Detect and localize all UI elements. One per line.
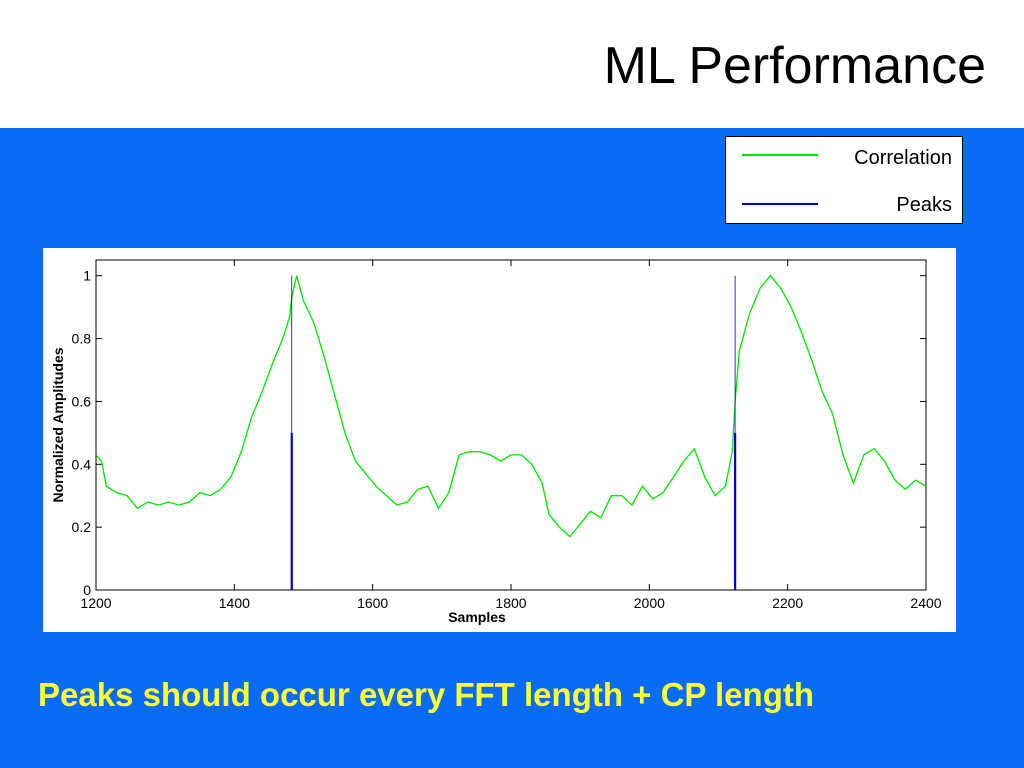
chart-legend: Correlation Peaks bbox=[725, 136, 963, 224]
x-tick-label: 1400 bbox=[219, 595, 250, 611]
y-axis-title: Normalized Amplitudes bbox=[50, 347, 66, 502]
y-tick-label: 0.4 bbox=[72, 456, 92, 472]
x-tick-label: 2200 bbox=[772, 595, 803, 611]
y-tick-label: 0 bbox=[83, 582, 91, 598]
x-axis-title: Samples bbox=[448, 609, 506, 625]
slide-title: ML Performance bbox=[603, 37, 986, 95]
y-tick-label: 1 bbox=[83, 268, 91, 284]
line-chart: 1200 1400 1600 1800 2000 2200 2400 0 0.2 0.4 0.6 0.… bbox=[50, 259, 942, 625]
y-tick-label: 0.6 bbox=[72, 393, 92, 409]
correlation-line bbox=[95, 274, 927, 538]
x-tick-label: 2400 bbox=[910, 595, 941, 611]
slide-header: ML Performance bbox=[0, 0, 1024, 128]
chart-panel: 1200 1400 1600 1800 2000 2200 2400 0 0.2 0.4 0.6 0.… bbox=[43, 248, 956, 632]
legend-swatch-peaks bbox=[742, 203, 818, 205]
x-tick-label: 1800 bbox=[495, 595, 526, 611]
y-tick-label: 0.8 bbox=[72, 331, 92, 347]
legend-label-peaks: Peaks bbox=[896, 194, 952, 216]
legend-label-correlation: Correlation bbox=[854, 147, 952, 169]
x-tick-label: 2000 bbox=[634, 595, 665, 611]
y-tick-label: 0.2 bbox=[72, 519, 92, 535]
slide-footnote: Peaks should occur every FFT length + CP… bbox=[38, 676, 814, 713]
plot-area bbox=[95, 259, 927, 591]
x-tick-label: 1200 bbox=[80, 595, 111, 611]
legend-swatch-correlation bbox=[742, 154, 818, 156]
x-tick-label: 1600 bbox=[357, 595, 388, 611]
